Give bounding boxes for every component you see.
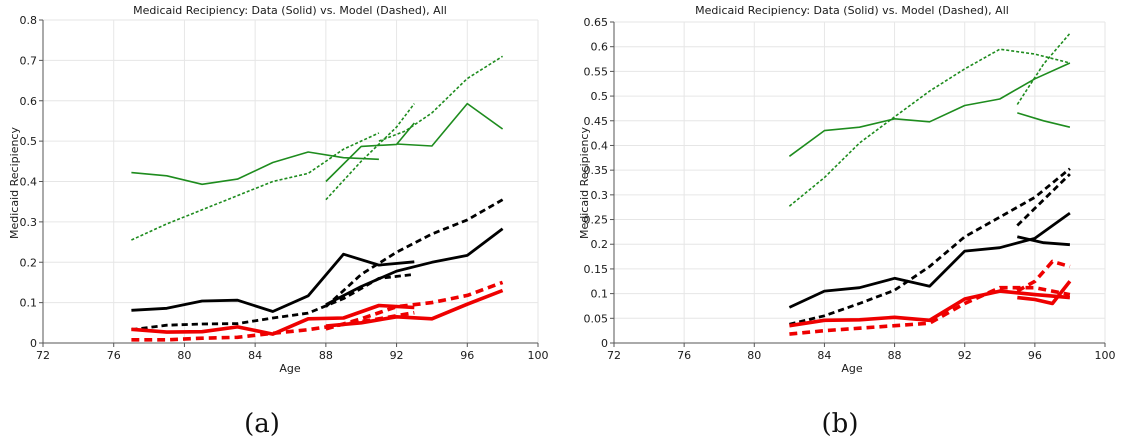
series-line-dotted [378,55,504,142]
y-tick-label: 0.15 [584,263,609,276]
chart-b-x-tick-labels: 72 76 80 84 88 92 96 100 [607,349,1116,362]
chart-a-y-axis-label: Medicaid Recipiency [8,127,21,239]
y-tick-label: 0.65 [584,16,609,29]
series-line-solid [1017,112,1071,128]
chart-b-caption: (b) [822,409,859,439]
x-tick-label: 100 [1095,349,1116,362]
chart-a-x-tick-labels: 72 76 80 84 88 92 96 100 [36,349,549,362]
x-tick-label: 72 [36,349,50,362]
y-tick-label: 0.5 [20,135,38,148]
x-tick-label: 88 [319,349,333,362]
y-tick-label: 0.3 [591,189,609,202]
y-tick-label: 0.2 [591,238,609,251]
series-line-dashed [131,273,415,332]
x-tick-label: 92 [958,349,972,362]
series-line-solid [325,227,504,306]
x-tick-label: 76 [107,349,121,362]
chart-b-y-tick-labels: 0 0.05 0.1 0.15 0.2 0.25 0.3 0.35 0.4 0.45 0.5 0.55… [584,16,609,350]
series-line-dotted [325,103,415,201]
series-line-dashed [1016,259,1071,293]
series-line-dashed [131,310,415,342]
y-tick-label: 0 [30,337,37,350]
series-line-dashed [324,198,504,308]
series-line-dashed [325,280,504,331]
series-line-dotted [131,132,380,241]
chart-a-axes [39,19,539,347]
chart-a-series [131,55,504,342]
series-line-solid [789,289,1071,328]
chart-a-x-axis-label: Age [279,362,301,375]
y-tick-label: 0 [601,337,608,350]
y-tick-label: 0.3 [20,216,38,229]
y-tick-label: 0.05 [584,312,609,325]
y-tick-label: 0.1 [20,297,38,310]
series-line-solid [1017,280,1072,306]
chart-b: Medicaid Recipiency: Data (Solid) vs. Mo… [578,4,1116,439]
x-tick-label: 96 [1028,349,1042,362]
x-tick-label: 76 [677,349,691,362]
y-tick-label: 0.2 [20,256,38,269]
series-line-solid [131,303,415,336]
chart-a: Medicaid Recipiency: Data (Solid) vs. Mo… [8,4,549,439]
y-tick-label: 0.25 [584,214,609,227]
series-line-dashed [789,167,1071,326]
x-tick-label: 100 [528,349,549,362]
series-line-dashed [1016,173,1071,227]
series-line-dotted [788,48,1071,207]
chart-b-axes [610,21,1106,347]
y-tick-label: 0.4 [20,176,38,189]
series-line-solid [396,102,504,147]
chart-b-title: Medicaid Recipiency: Data (Solid) vs. Mo… [695,4,1009,17]
y-tick-label: 0.6 [591,41,609,54]
chart-a-grid [42,19,539,344]
y-tick-label: 0.7 [20,54,38,67]
x-tick-label: 80 [747,349,761,362]
y-tick-label: 0.1 [591,288,609,301]
chart-a-title: Medicaid Recipiency: Data (Solid) vs. Mo… [133,4,447,17]
x-tick-label: 96 [460,349,474,362]
y-tick-label: 0.8 [20,14,38,27]
series-line-solid [325,122,415,183]
y-tick-label: 0.5 [591,90,609,103]
x-tick-label: 92 [390,349,404,362]
x-tick-label: 72 [607,349,621,362]
y-tick-label: 0.4 [591,139,609,152]
chart-a-y-tick-labels: 0 0.1 0.2 0.3 0.4 0.5 0.6 0.7 0.8 [20,14,38,350]
chart-b-y-axis-label: Medicaid Recipiency [578,127,591,239]
series-line-solid [788,62,1071,157]
series-line-solid [788,211,1071,309]
y-tick-label: 0.35 [584,164,609,177]
series-line-dotted [1016,32,1071,105]
x-tick-label: 84 [248,349,262,362]
chart-b-series [788,32,1072,336]
chart-b-x-axis-label: Age [841,362,863,375]
x-tick-label: 80 [177,349,191,362]
series-line-solid [131,151,379,186]
x-tick-label: 84 [817,349,831,362]
x-tick-label: 88 [888,349,902,362]
series-line-solid [131,252,415,313]
series-line-solid [1016,235,1071,247]
y-tick-label: 0.45 [584,115,609,128]
y-tick-label: 0.55 [584,65,609,78]
chart-a-caption: (a) [244,409,280,439]
y-tick-label: 0.6 [20,95,38,108]
